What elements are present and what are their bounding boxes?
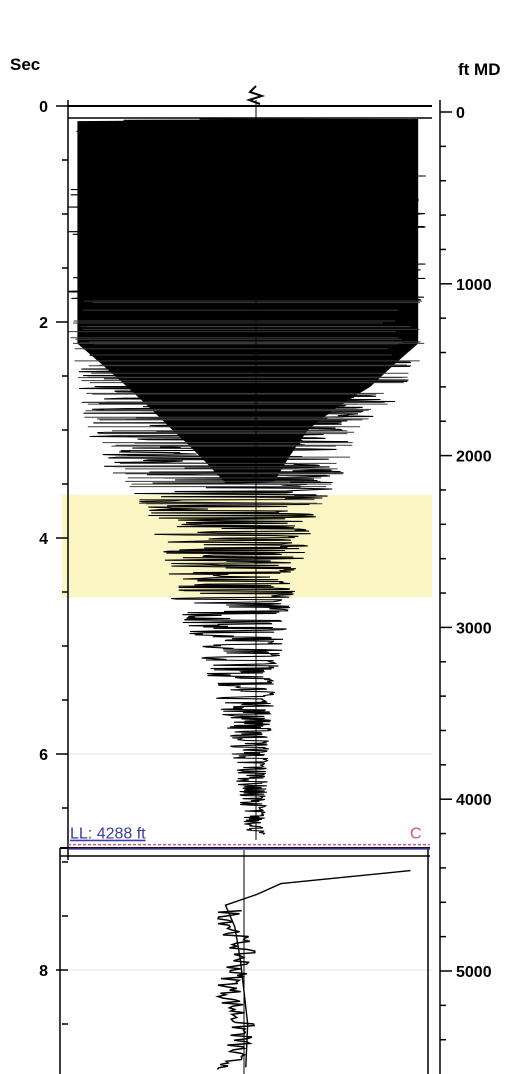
time-tick-label: 2 (39, 315, 48, 332)
time-tick-label: 6 (39, 747, 48, 764)
end-marker-label: C (410, 826, 422, 843)
depth-tick-label: 5000 (456, 964, 492, 981)
depth-tick-label: 4000 (456, 792, 492, 809)
depth-tick-label: 1000 (456, 277, 492, 294)
top-burst (245, 85, 266, 105)
highlight-band (62, 494, 432, 598)
time-tick-label: 8 (39, 963, 48, 980)
time-tick-label: 4 (39, 531, 48, 548)
time-tick-label: 0 (39, 99, 48, 116)
depth-axis-unit-label: ft MD (458, 60, 501, 79)
depth-tick-label: 3000 (456, 620, 492, 637)
depth-tick-label: 0 (456, 105, 465, 122)
lower-trace-wiggle (214, 909, 256, 1070)
loss-line-label: LL: 4288 ft (70, 826, 146, 843)
waveform-trace (67, 118, 426, 835)
depth-tick-label: 2000 (456, 449, 492, 466)
time-axis-unit-label: Sec (10, 55, 41, 74)
lower-trace-smooth (224, 869, 411, 1068)
